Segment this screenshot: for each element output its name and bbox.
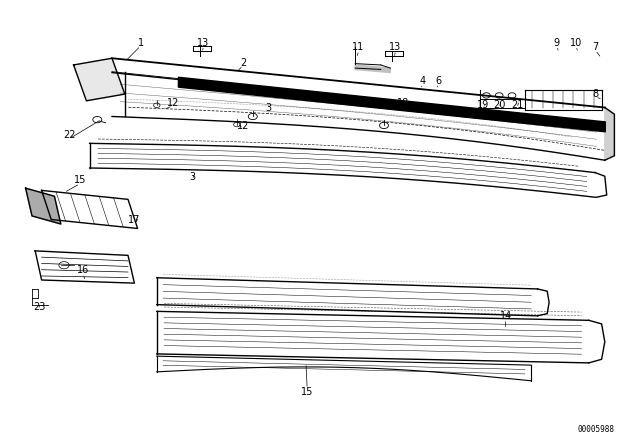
Text: 9: 9: [554, 38, 560, 47]
Text: 4: 4: [419, 76, 426, 86]
Text: 18: 18: [397, 98, 410, 108]
Polygon shape: [74, 58, 125, 101]
Text: 2: 2: [240, 58, 246, 68]
Text: 13: 13: [389, 42, 402, 52]
Text: 15: 15: [301, 387, 314, 397]
Text: 16: 16: [77, 265, 90, 275]
Text: 00005988: 00005988: [577, 425, 614, 434]
Text: 21: 21: [511, 100, 524, 110]
Text: 13: 13: [197, 38, 210, 47]
Text: 22: 22: [63, 130, 76, 140]
Text: 8: 8: [592, 89, 598, 99]
Text: 14: 14: [499, 311, 512, 321]
Text: 23: 23: [33, 302, 46, 312]
Text: 12: 12: [237, 121, 250, 131]
Text: 10: 10: [570, 38, 582, 47]
Text: 1: 1: [138, 38, 144, 47]
Text: 11: 11: [352, 42, 365, 52]
Text: 7: 7: [592, 42, 598, 52]
Text: 20: 20: [493, 100, 506, 110]
Text: 12: 12: [166, 98, 179, 108]
Polygon shape: [355, 65, 390, 73]
Polygon shape: [605, 108, 614, 160]
Polygon shape: [26, 188, 61, 224]
Text: 17: 17: [128, 215, 141, 225]
Text: 5: 5: [390, 100, 397, 110]
Text: 15: 15: [74, 175, 86, 185]
Text: 6: 6: [435, 76, 442, 86]
Text: 19: 19: [477, 100, 490, 110]
Text: 3: 3: [266, 103, 272, 112]
Text: 3: 3: [189, 172, 195, 182]
